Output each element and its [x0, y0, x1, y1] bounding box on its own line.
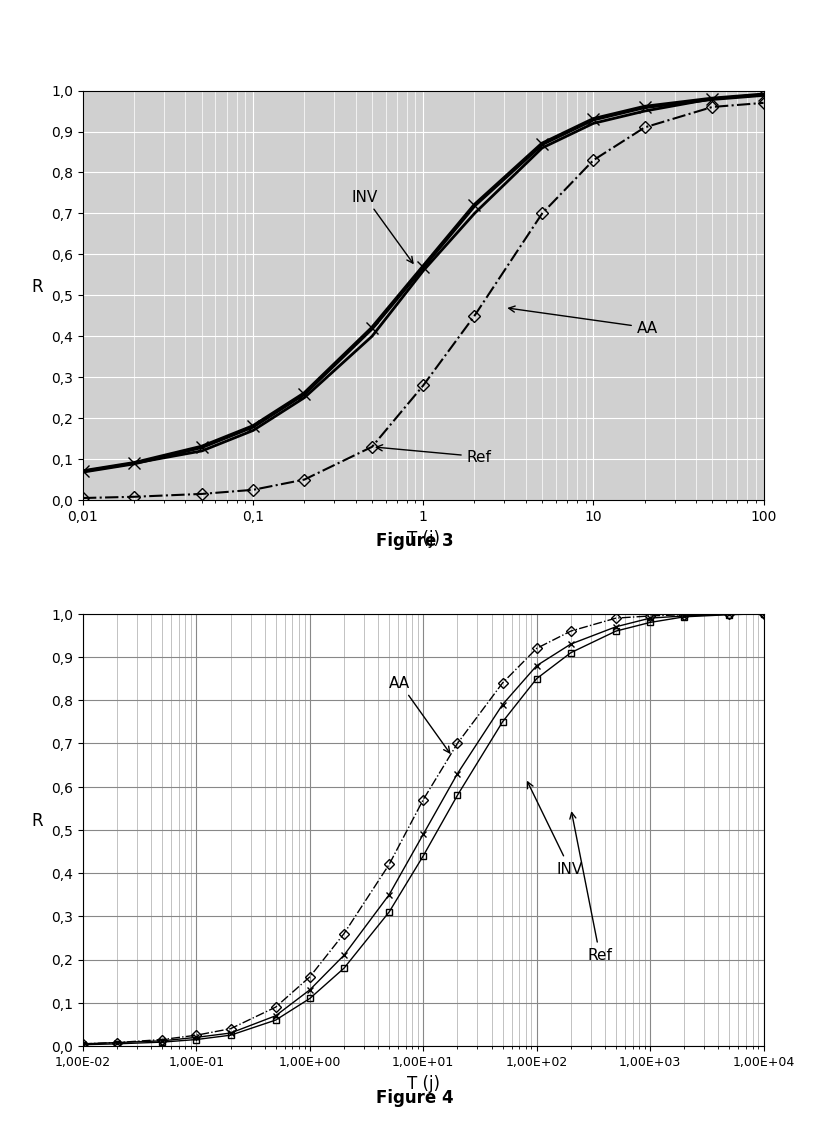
Text: INV: INV	[351, 190, 413, 264]
X-axis label: T (j): T (j)	[406, 1074, 439, 1093]
Text: Ref: Ref	[570, 813, 612, 963]
Text: INV: INV	[527, 782, 582, 877]
Text: AA: AA	[508, 306, 657, 335]
Text: AA: AA	[389, 675, 449, 753]
Y-axis label: R: R	[32, 812, 43, 830]
Text: Figure 4: Figure 4	[376, 1089, 453, 1107]
Text: Ref: Ref	[376, 445, 491, 464]
Y-axis label: R: R	[32, 277, 43, 296]
X-axis label: T (j): T (j)	[406, 530, 439, 548]
Text: Figure 3: Figure 3	[376, 532, 453, 550]
